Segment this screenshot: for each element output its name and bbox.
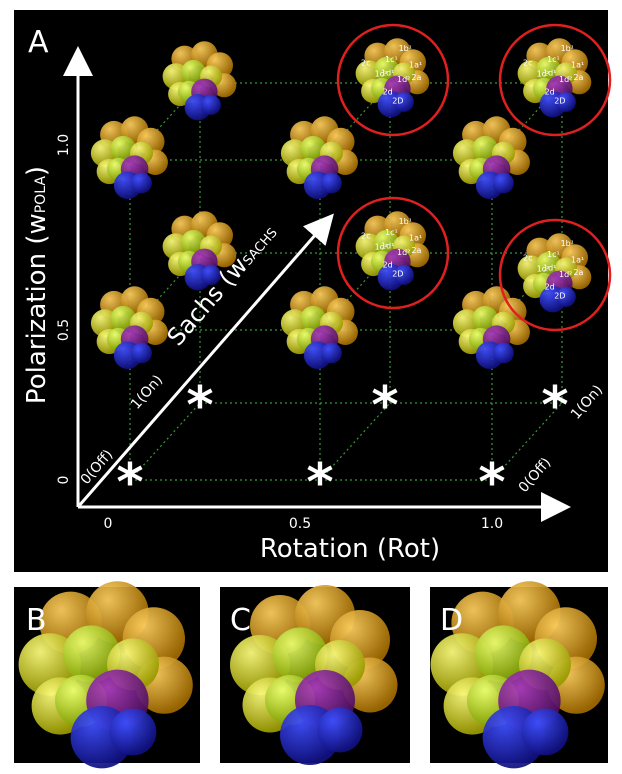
asterisk: * (371, 376, 398, 436)
cell-label: 1b¹ (399, 217, 412, 226)
panel-label: B (26, 603, 47, 638)
cell (131, 173, 152, 194)
x-tick: 1.0 (481, 516, 503, 532)
cell-label: 1a¹ (571, 255, 584, 264)
figure: A B C D Rotation (Rot) 0 0.5 1.0 Polariz… (0, 0, 622, 770)
cell-label: 1c¹ (547, 55, 560, 64)
panel-label: D (440, 603, 463, 638)
x-title: Rotation (Rot) (260, 534, 440, 564)
cell-label: 2c (523, 59, 533, 68)
cell-label: 1b¹ (561, 44, 574, 53)
cell-label: 2d (383, 260, 393, 269)
y-title-main: Polarization (w (22, 213, 52, 404)
cell-label: 1d² (559, 270, 572, 279)
asterisk: * (541, 376, 568, 436)
cell-label: 1c¹ (385, 55, 398, 64)
x-tick: 0 (104, 516, 113, 532)
cell-label: 2D (554, 291, 565, 300)
cell-label: 2a (573, 73, 583, 82)
cell-label: 2D (554, 96, 565, 105)
cell-label: 1b¹ (561, 239, 574, 248)
cell-label: 2a (411, 73, 421, 82)
asterisk: * (116, 453, 143, 513)
cell (110, 709, 157, 756)
cell-label: 2d (545, 87, 555, 96)
cell (201, 95, 221, 115)
cell-label: 2c (523, 254, 533, 263)
cell-label: 1d² (397, 248, 410, 257)
cell (321, 343, 342, 364)
cell (318, 708, 363, 753)
cell (493, 173, 514, 194)
asterisk: * (306, 453, 333, 513)
panel-label: A (28, 25, 49, 60)
y-title-sub: POLA (33, 176, 49, 214)
cell-label: 2d (545, 282, 555, 291)
panel-label: C (230, 603, 251, 638)
cell-label: 1c¹ (385, 228, 398, 237)
y-tick: 0 (56, 476, 72, 485)
cell (493, 343, 514, 364)
cell-label: 2d (383, 87, 393, 96)
cell-label: 1d¹ (543, 69, 556, 78)
cell-label: 2D (392, 269, 403, 278)
cell-label: 2c (361, 59, 371, 68)
cell-label: 1a¹ (409, 60, 422, 69)
cell-label: 2a (411, 246, 421, 255)
cell (131, 343, 152, 364)
cell-label: 1d² (397, 75, 410, 84)
asterisk: * (478, 453, 505, 513)
y-tick: 1.0 (56, 134, 72, 156)
y-title-end: ) (22, 166, 52, 176)
x-tick: 0.5 (289, 516, 311, 532)
y-tick: 0.5 (56, 319, 72, 341)
cell-label: 1d¹ (543, 264, 556, 273)
cell (321, 173, 342, 194)
cell-label: 2a (573, 268, 583, 277)
cell-label: 1d¹ (381, 242, 394, 251)
cell-label: 1a¹ (571, 60, 584, 69)
cell-label: 1a¹ (409, 233, 422, 242)
cell (522, 709, 569, 756)
asterisk: * (186, 376, 213, 436)
cell-label: 1d¹ (381, 69, 394, 78)
cell-label: 1c¹ (547, 250, 560, 259)
cell-label: 2D (392, 96, 403, 105)
cell-label: 2c (361, 232, 371, 241)
cell-label: 1d² (559, 75, 572, 84)
cell-label: 1b¹ (399, 44, 412, 53)
